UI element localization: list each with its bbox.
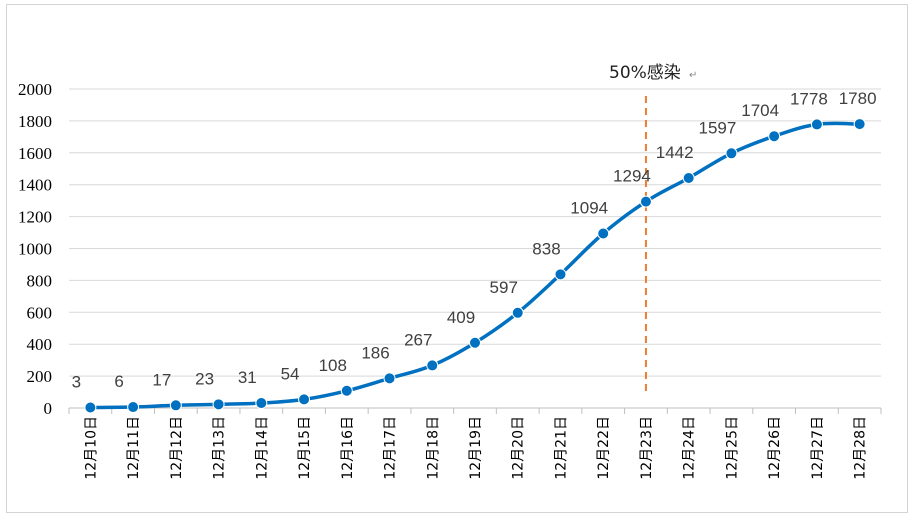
data-label: 1778 <box>790 89 828 108</box>
data-point <box>682 172 695 185</box>
y-tick-label: 400 <box>27 335 53 354</box>
data-point <box>84 401 97 414</box>
x-tick-label: 12月21日 <box>553 416 569 480</box>
x-tick-label: 12月25日 <box>724 416 740 480</box>
data-point <box>725 147 738 160</box>
y-tick-label: 0 <box>44 399 53 418</box>
series-group <box>84 118 866 414</box>
axes: 0 200 400 600 800 1000 1200 1400 1600 1800 2000 12月… <box>18 80 882 480</box>
data-label: 3 <box>72 373 81 392</box>
data-point <box>127 401 140 414</box>
data-label: 17 <box>152 370 171 389</box>
y-tick-label: 800 <box>27 271 53 290</box>
data-label: 838 <box>532 239 560 258</box>
series-line <box>90 121 860 410</box>
data-point <box>255 397 268 410</box>
y-tick-label: 1400 <box>18 176 52 195</box>
x-tick-label: 12月22日 <box>596 416 612 480</box>
y-tick-label: 1200 <box>18 208 52 227</box>
data-label: 54 <box>281 364 300 383</box>
x-tick-label: 12月16日 <box>340 416 356 480</box>
data-label: 1442 <box>656 143 694 162</box>
data-labels: 3 6 17 23 31 54 108 186 267 409 597 838 1094 1294 1442… <box>72 89 877 391</box>
data-point <box>768 130 781 143</box>
data-point <box>469 336 481 349</box>
x-tick-label: 12月11日 <box>126 416 142 480</box>
x-tick-label: 12月27日 <box>810 416 826 480</box>
data-label: 409 <box>447 308 475 327</box>
x-tick-label: 12月10日 <box>83 416 99 480</box>
y-tick-label: 200 <box>27 367 53 386</box>
data-label: 1780 <box>839 89 877 108</box>
x-tick-label: 12月14日 <box>254 416 270 480</box>
x-tick-label: 12月19日 <box>468 416 484 480</box>
data-label: 1597 <box>699 118 737 137</box>
y-tick-label: 1600 <box>18 144 52 163</box>
data-point <box>169 399 182 412</box>
y-tick-label: 1800 <box>18 112 52 131</box>
x-tick-label: 12月13日 <box>212 416 228 480</box>
annotation-return-symbol: ↵ <box>689 70 697 81</box>
data-point <box>597 227 610 240</box>
annotation-group: 50%感染 ↵ <box>609 63 697 83</box>
x-tick-label: 12月17日 <box>383 416 399 480</box>
data-label: 31 <box>238 368 257 387</box>
data-label: 6 <box>114 372 123 391</box>
data-point <box>340 384 353 397</box>
gridlines <box>69 88 881 377</box>
data-label: 597 <box>490 278 518 297</box>
data-label: 186 <box>361 343 389 362</box>
x-tick-label: 12月23日 <box>639 416 655 480</box>
data-point <box>298 393 311 406</box>
x-tick-label: 12月24日 <box>682 416 698 480</box>
data-label: 1094 <box>570 199 608 218</box>
data-point <box>853 118 866 131</box>
data-label: 23 <box>195 369 214 388</box>
data-point <box>639 195 652 208</box>
x-tick-label: 12月18日 <box>425 416 441 480</box>
data-point <box>810 118 823 131</box>
data-label: 1704 <box>741 101 779 120</box>
x-tick-label: 12月28日 <box>853 416 869 480</box>
data-point <box>554 268 567 281</box>
y-tick-label: 1000 <box>18 240 52 259</box>
y-tick-label: 2000 <box>18 80 52 99</box>
y-tick-label: 600 <box>27 303 53 322</box>
data-point <box>511 306 524 319</box>
data-point <box>426 359 439 372</box>
x-tick-label: 12月26日 <box>767 416 783 480</box>
data-label: 1294 <box>613 167 651 186</box>
x-tick-label: 12月20日 <box>511 416 527 480</box>
data-point <box>383 372 396 385</box>
x-tick-label: 12月15日 <box>297 416 313 480</box>
annotation-label: 50%感染 <box>609 63 681 83</box>
data-point <box>212 398 225 411</box>
x-tick-label: 12月12日 <box>169 416 185 480</box>
data-label: 267 <box>404 330 432 349</box>
data-label: 108 <box>319 356 347 375</box>
